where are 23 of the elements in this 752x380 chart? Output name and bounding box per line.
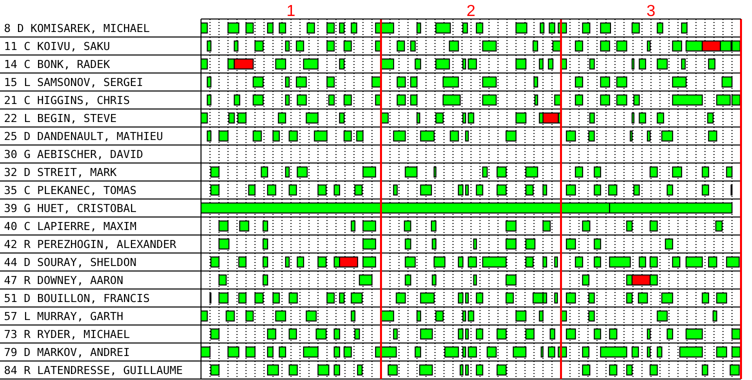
- y-tick-label: 8 D KOMISAREK, MICHAEL: [4, 22, 150, 35]
- x-tick-label: 3: [646, 3, 656, 20]
- y-tick-label: 42 R PEREZHOGIN, ALEXANDER: [4, 238, 177, 251]
- y-tick-label: 32 D STREIT, MARK: [4, 166, 117, 179]
- y-tick-label: 39 G HUET, CRISTOBAL: [4, 202, 137, 215]
- y-tick-label: 79 D MARKOV, ANDREI: [4, 346, 130, 359]
- x-tick-label: 1: [286, 3, 296, 20]
- y-tick-label: 35 C PLEKANEC, TOMAS: [4, 184, 136, 197]
- y-tick-label: 57 L MURRAY, GARTH: [4, 310, 124, 323]
- y-tick-label: 22 L BEGIN, STEVE: [4, 112, 117, 125]
- y-tick-label: 14 C BONK, RADEK: [4, 58, 110, 71]
- y-tick-label: 30 G AEBISCHER, DAVID: [4, 148, 144, 161]
- y-tick-label: 44 D SOURAY, SHELDON: [4, 256, 136, 269]
- y-tick-label: 21 C HIGGINS, CHRIS: [4, 94, 130, 107]
- y-tick-label: 84 R LATENDRESSE, GUILLAUME: [4, 364, 183, 377]
- y-tick-label: 25 D DANDENAULT, MATHIEU: [4, 130, 163, 143]
- y-tick-label: 15 L SAMSONOV, SERGEI: [4, 76, 144, 89]
- y-tick-label: 51 D BOUILLON, FRANCIS: [4, 292, 150, 305]
- y-tick-label: 73 R RYDER, MICHAEL: [4, 328, 130, 341]
- y-tick-label: 40 C LAPIERRE, MAXIM: [4, 220, 137, 233]
- y-tick-label: 47 R DOWNEY, AARON: [4, 274, 124, 287]
- x-tick-label: 2: [466, 3, 476, 20]
- y-tick-label: 11 C KOIVU, SAKU: [4, 40, 110, 53]
